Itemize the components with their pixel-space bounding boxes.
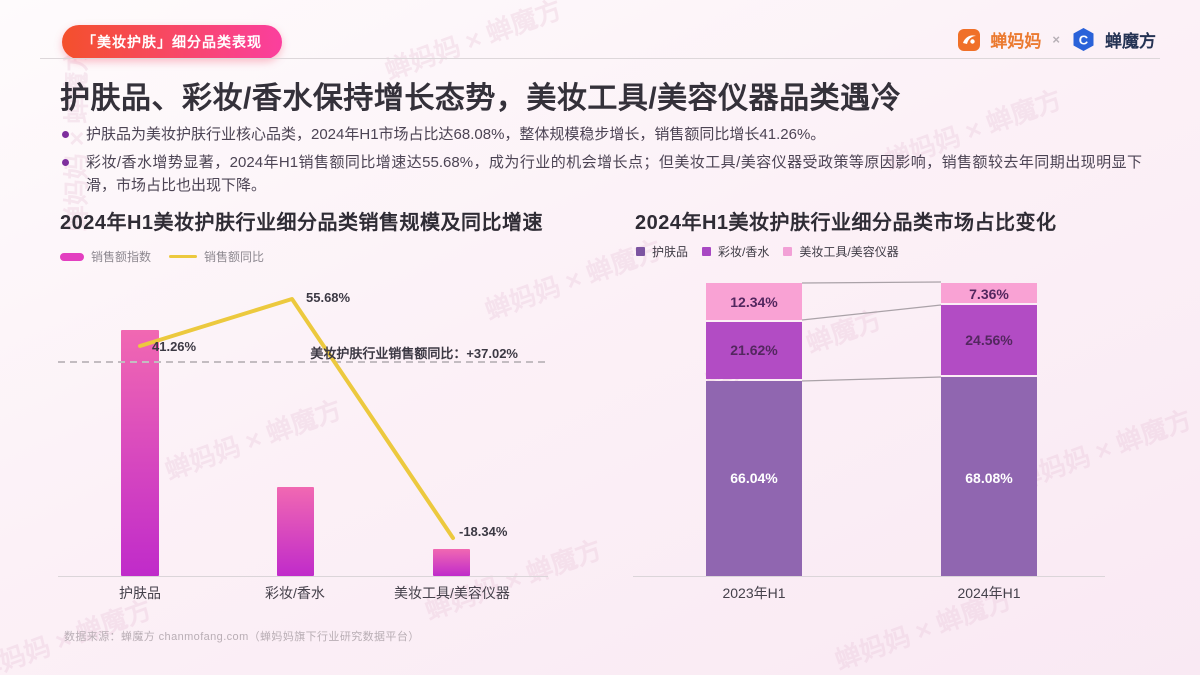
brand-separator: × (1052, 32, 1060, 47)
bullet-point-1: 护肤品为美妆护肤行业核心品类，2024年H1市场占比达68.08%，整体规模稳步… (60, 123, 1142, 146)
brand-name-chanmofang: 蝉魔方 (1105, 32, 1156, 51)
legend-item-makeup-perfume: 彩妆/香水 (702, 243, 769, 260)
legend-item-tools-devices: 美妆工具/美容仪器 (783, 243, 899, 260)
svg-text:C: C (1079, 33, 1089, 48)
legend-label: 销售额指数 (91, 250, 152, 264)
stack-2023-skincare-segment (706, 381, 802, 576)
stack-2023-makeup-segment (706, 322, 802, 379)
stack-2023-skincare-value: 66.04% (730, 470, 778, 486)
stack-2024-tools-segment (941, 283, 1037, 303)
left-chart-legend: 销售额指数 销售额同比 (60, 248, 264, 265)
stack-2024-skincare-segment (941, 377, 1037, 576)
yoy-value-makeup-perfume: 55.68% (306, 290, 351, 305)
square-swatch-icon (702, 247, 712, 256)
right-chart-title: 2024年H1美妆护肤行业细分品类市场占比变化 (635, 212, 1057, 234)
legend-label: 护肤品 (652, 245, 689, 259)
x-label-skincare: 护肤品 (119, 585, 161, 601)
line-swatch-icon (169, 255, 198, 258)
yoy-value-skincare: 41.26% (152, 339, 197, 354)
watermark-text: 蝉妈妈 × 蝉魔方 (420, 534, 606, 626)
chanmofang-logo-icon: C (1073, 28, 1094, 51)
stack-2024-tools-value: 7.36% (969, 286, 1009, 302)
legend-item-yoy-line: 销售额同比 (169, 248, 264, 265)
stack-2023-tools-segment (706, 283, 802, 320)
square-swatch-icon (783, 247, 793, 256)
watermark-text: 蝉妈妈 × 蝉魔方 (160, 394, 346, 486)
left-x-axis (58, 576, 548, 577)
watermark-text: 蝉妈妈 × 蝉魔方 (1010, 404, 1196, 496)
page-title: 护肤品、彩妆/香水保持增长态势，美妆工具/美容仪器品类遇冷 (60, 82, 902, 115)
brand-name-chanmama: 蝉妈妈 (990, 32, 1042, 51)
data-source-note: 数据来源：蝉魔方 chanmofang.com（蝉妈妈旗下行业研究数据平台） (64, 631, 420, 643)
legend-label: 销售额同比 (204, 250, 265, 264)
legend-item-skincare: 护肤品 (636, 243, 688, 260)
stack-2024-skincare-value: 68.08% (965, 470, 1013, 486)
stack-2024-makeup-value: 24.56% (965, 332, 1013, 348)
x-label-tools-devices: 美妆工具/美容仪器 (394, 585, 510, 601)
legend-label: 美妆工具/美容仪器 (799, 245, 899, 259)
x-label-2023h1: 2023年H1 (722, 585, 786, 601)
stack-2024-makeup-segment (941, 305, 1037, 375)
square-swatch-icon (636, 247, 645, 256)
header-divider (40, 58, 1160, 59)
yoy-value-tools-devices: -18.34% (459, 524, 508, 539)
section-badge: 「美妆护肤」细分品类表现 (62, 25, 282, 59)
brand-lockup: 蝉妈妈 × C 蝉魔方 (957, 27, 1156, 52)
right-chart-legend: 护肤品 彩妆/香水 美妆工具/美容仪器 (636, 243, 899, 260)
bar-makeup-perfume (277, 487, 314, 576)
stack-2023-tools-value: 12.34% (730, 294, 778, 310)
chanmama-logo-icon (958, 28, 981, 51)
stack-2023-makeup-value: 21.62% (730, 342, 778, 358)
industry-yoy-reference-label: 美妆护肤行业销售额同比：+37.02% (310, 346, 518, 361)
bar-skincare (121, 330, 159, 576)
legend-item-sales-index: 销售额指数 (60, 248, 151, 265)
bar-tools-devices (433, 549, 470, 576)
x-label-2024h1: 2024年H1 (957, 585, 1021, 601)
legend-label: 彩妆/香水 (718, 245, 770, 259)
left-chart-title: 2024年H1美妆护肤行业细分品类销售规模及同比增速 (60, 212, 544, 234)
bullet-point-2: 彩妆/香水增势显著，2024年H1销售额同比增速达55.68%，成为行业的机会增… (60, 151, 1142, 197)
bar-swatch-icon (60, 252, 84, 261)
right-x-axis (633, 576, 1105, 577)
x-label-makeup-perfume: 彩妆/香水 (265, 585, 325, 601)
